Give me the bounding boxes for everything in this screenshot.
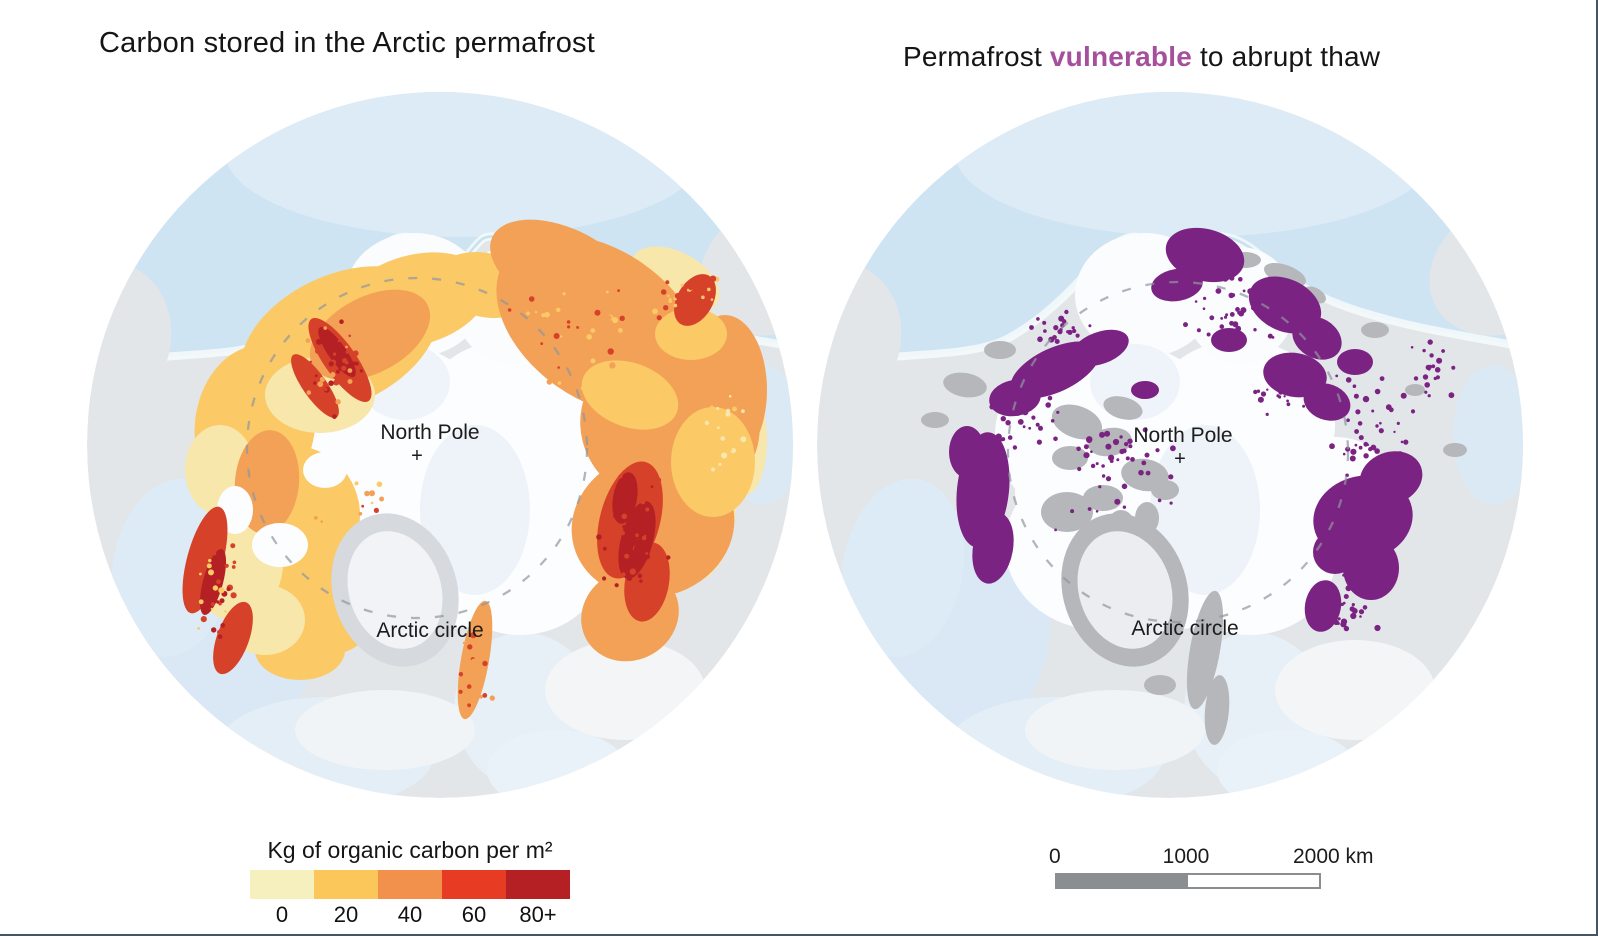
- legend-bin-label: 0: [275, 902, 289, 927]
- map-scale-bar: 0 1000 2000 km: [1049, 845, 1395, 893]
- legend-bin-labels: 0 20 40 60 80+: [250, 902, 570, 928]
- right-map-title: Permafrost vulnerable to abrupt thaw: [903, 41, 1380, 73]
- carbon-storage-map: North Pole + Arctic circle: [87, 92, 793, 798]
- legend-bin-label: 20: [333, 902, 359, 927]
- north-pole-label: North Pole: [380, 421, 479, 444]
- right-title-suffix: to abrupt thaw: [1191, 41, 1381, 72]
- thaw-vulnerability-map: North Pole + Arctic circle: [817, 92, 1523, 798]
- arctic-circle-label: Arctic circle: [376, 619, 483, 642]
- north-pole-marker: +: [1174, 448, 1186, 470]
- carbon-legend: Kg of organic carbon per m² 0 20 40 60 80+: [250, 837, 570, 928]
- legend-color-ramp: [250, 870, 570, 899]
- legend-bin-label: 40: [397, 902, 423, 927]
- legend-swatch: [506, 870, 570, 899]
- north-pole-label: North Pole: [1133, 424, 1232, 447]
- scale-bar-track: [1055, 873, 1321, 889]
- left-map-title: Carbon stored in the Arctic permafrost: [99, 27, 595, 59]
- legend-bin-label: 60: [461, 902, 487, 927]
- scale-tick-0: 0: [1049, 845, 1061, 868]
- right-title-prefix: Permafrost: [903, 41, 1050, 72]
- scale-tick-1000: 1000: [1162, 845, 1210, 868]
- arctic-circle-line: [245, 276, 589, 620]
- right-map-layers: [817, 92, 1523, 798]
- arctic-circle-line: [1006, 280, 1350, 624]
- left-map-layers: [87, 92, 793, 798]
- right-title-accent: vulnerable: [1049, 41, 1192, 72]
- legend-swatch: [250, 870, 314, 899]
- legend-swatch: [378, 870, 442, 899]
- legend-bin-label: 80+: [519, 902, 557, 927]
- legend-swatch: [442, 870, 506, 899]
- legend-title: Kg of organic carbon per m²: [267, 837, 553, 863]
- scale-bar-filled-half: [1057, 875, 1188, 887]
- arctic-circle-label: Arctic circle: [1131, 617, 1238, 640]
- legend-swatch: [314, 870, 378, 899]
- scale-tick-2000km: 2000 km: [1293, 845, 1374, 868]
- north-pole-marker: +: [411, 445, 423, 467]
